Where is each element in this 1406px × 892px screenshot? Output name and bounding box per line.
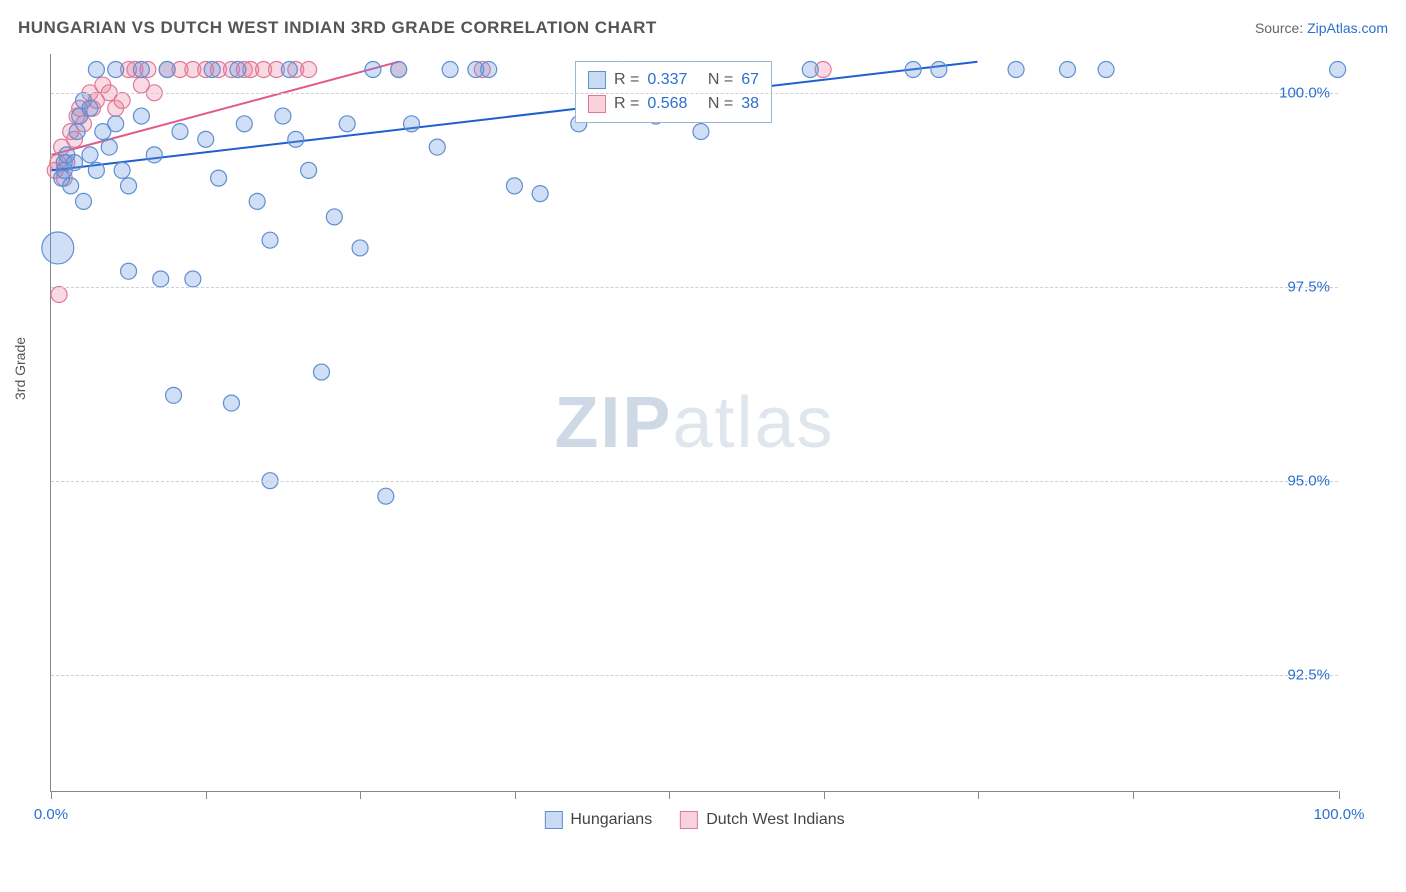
r-value-dutch: 0.568 xyxy=(647,92,687,116)
x-tick xyxy=(206,791,207,799)
stats-row-dutch: R = 0.568 N = 38 xyxy=(588,92,759,116)
stats-row-hungarians: R = 0.337 N = 67 xyxy=(588,68,759,92)
x-axis-label: 0.0% xyxy=(34,806,68,823)
x-tick xyxy=(978,791,979,799)
y-tick-label: 100.0% xyxy=(1279,84,1330,101)
y-tick-label: 97.5% xyxy=(1287,279,1330,296)
source-link[interactable]: ZipAtlas.com xyxy=(1307,20,1388,36)
gridline xyxy=(51,287,1338,288)
x-axis-label: 100.0% xyxy=(1314,806,1365,823)
x-tick xyxy=(360,791,361,799)
y-tick-label: 92.5% xyxy=(1287,667,1330,684)
swatch-dutch xyxy=(588,95,606,113)
x-tick xyxy=(824,791,825,799)
gridline xyxy=(51,675,1338,676)
n-value-hungarians: 67 xyxy=(741,68,759,92)
y-tick-label: 95.0% xyxy=(1287,473,1330,490)
x-tick xyxy=(1133,791,1134,799)
x-tick xyxy=(515,791,516,799)
plot-area: ZIPatlas R = 0.337 N = 67 R = 0.568 N = … xyxy=(50,54,1338,792)
n-label: N = xyxy=(708,92,733,116)
n-value-dutch: 38 xyxy=(741,92,759,116)
legend-label-dutch: Dutch West Indians xyxy=(706,811,844,829)
x-tick xyxy=(1339,791,1340,799)
n-label: N = xyxy=(708,68,733,92)
bottom-legend: Hungarians Dutch West Indians xyxy=(544,811,844,829)
title-bar: HUNGARIAN VS DUTCH WEST INDIAN 3RD GRADE… xyxy=(18,18,1388,38)
legend-swatch-hungarians xyxy=(544,811,562,829)
legend-swatch-dutch xyxy=(680,811,698,829)
source-label: Source: ZipAtlas.com xyxy=(1255,20,1388,36)
x-tick xyxy=(669,791,670,799)
swatch-hungarians xyxy=(588,71,606,89)
gridline xyxy=(51,481,1338,482)
r-label: R = xyxy=(614,92,639,116)
gridline xyxy=(51,93,1338,94)
chart-title: HUNGARIAN VS DUTCH WEST INDIAN 3RD GRADE… xyxy=(18,18,657,38)
source-prefix: Source: xyxy=(1255,20,1307,36)
r-value-hungarians: 0.337 xyxy=(647,68,687,92)
r-label: R = xyxy=(614,68,639,92)
y-axis-label: 3rd Grade xyxy=(12,337,28,400)
x-tick xyxy=(51,791,52,799)
chart-svg xyxy=(51,54,1338,791)
legend-label-hungarians: Hungarians xyxy=(570,811,652,829)
legend-item-dutch: Dutch West Indians xyxy=(680,811,844,829)
legend-item-hungarians: Hungarians xyxy=(544,811,652,829)
